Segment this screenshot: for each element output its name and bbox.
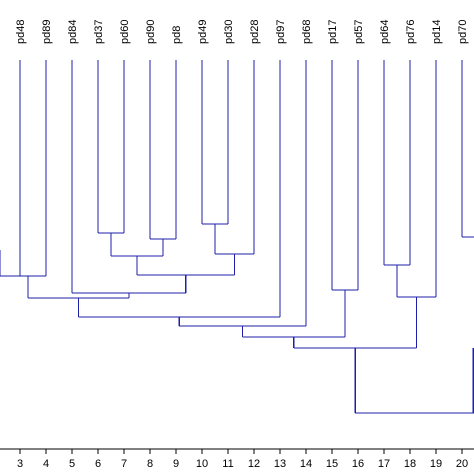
leaf-label-pd89: pd89	[41, 20, 53, 44]
tick-label-16: 16	[352, 458, 364, 470]
tick-label-19: 19	[430, 458, 442, 470]
tick-label-20: 20	[456, 458, 468, 470]
tick-label-9: 9	[173, 458, 179, 470]
tick-label-15: 15	[326, 458, 338, 470]
leaf-label-pd70: pd70	[457, 20, 469, 44]
leaf-label-pd8: pd8	[171, 26, 183, 44]
leaf-label-pd84: pd84	[67, 20, 79, 44]
tick-label-8: 8	[147, 458, 153, 470]
tick-label-6: 6	[95, 458, 101, 470]
leaf-label-pd90: pd90	[145, 20, 157, 44]
leaf-label-pd49: pd49	[197, 20, 209, 44]
leaf-label-pd57: pd57	[353, 20, 365, 44]
tick-label-3: 3	[17, 458, 23, 470]
tick-label-12: 12	[248, 458, 260, 470]
tick-labels: 3 4 5 6 7 8 9 10 11 12 13 14 15 16 17 18 19 20	[17, 458, 468, 470]
tick-label-7: 7	[121, 458, 127, 470]
bottom-axis	[0, 448, 474, 454]
leaf-label-pd28: pd28	[249, 20, 261, 44]
leaf-label-pd37: pd37	[93, 20, 105, 44]
leaf-labels: pd48 pd89 pd84 pd37 pd60 pd90 pd8 pd49 pd30 pd28 p…	[15, 20, 469, 44]
tick-label-13: 13	[274, 458, 286, 470]
leaf-label-pd64: pd64	[379, 20, 391, 44]
leaf-label-pd14: pd14	[431, 20, 443, 44]
tick-label-18: 18	[404, 458, 416, 470]
leaf-label-pd30: pd30	[223, 20, 235, 44]
leaf-label-pd60: pd60	[119, 20, 131, 44]
tick-label-11: 11	[222, 458, 233, 470]
leaf-label-pd76: pd76	[405, 20, 417, 44]
dendrogram-tree	[0, 60, 474, 414]
tick-label-5: 5	[69, 458, 75, 470]
leaf-label-pd97: pd97	[275, 20, 287, 44]
leaf-label-pd17: pd17	[327, 20, 339, 44]
leaf-label-pd48: pd48	[15, 20, 27, 44]
tick-label-17: 17	[378, 458, 390, 470]
leaf-label-pd68: pd68	[301, 20, 313, 44]
tick-label-14: 14	[300, 458, 312, 470]
tick-label-4: 4	[43, 458, 49, 470]
tick-label-10: 10	[196, 458, 208, 470]
